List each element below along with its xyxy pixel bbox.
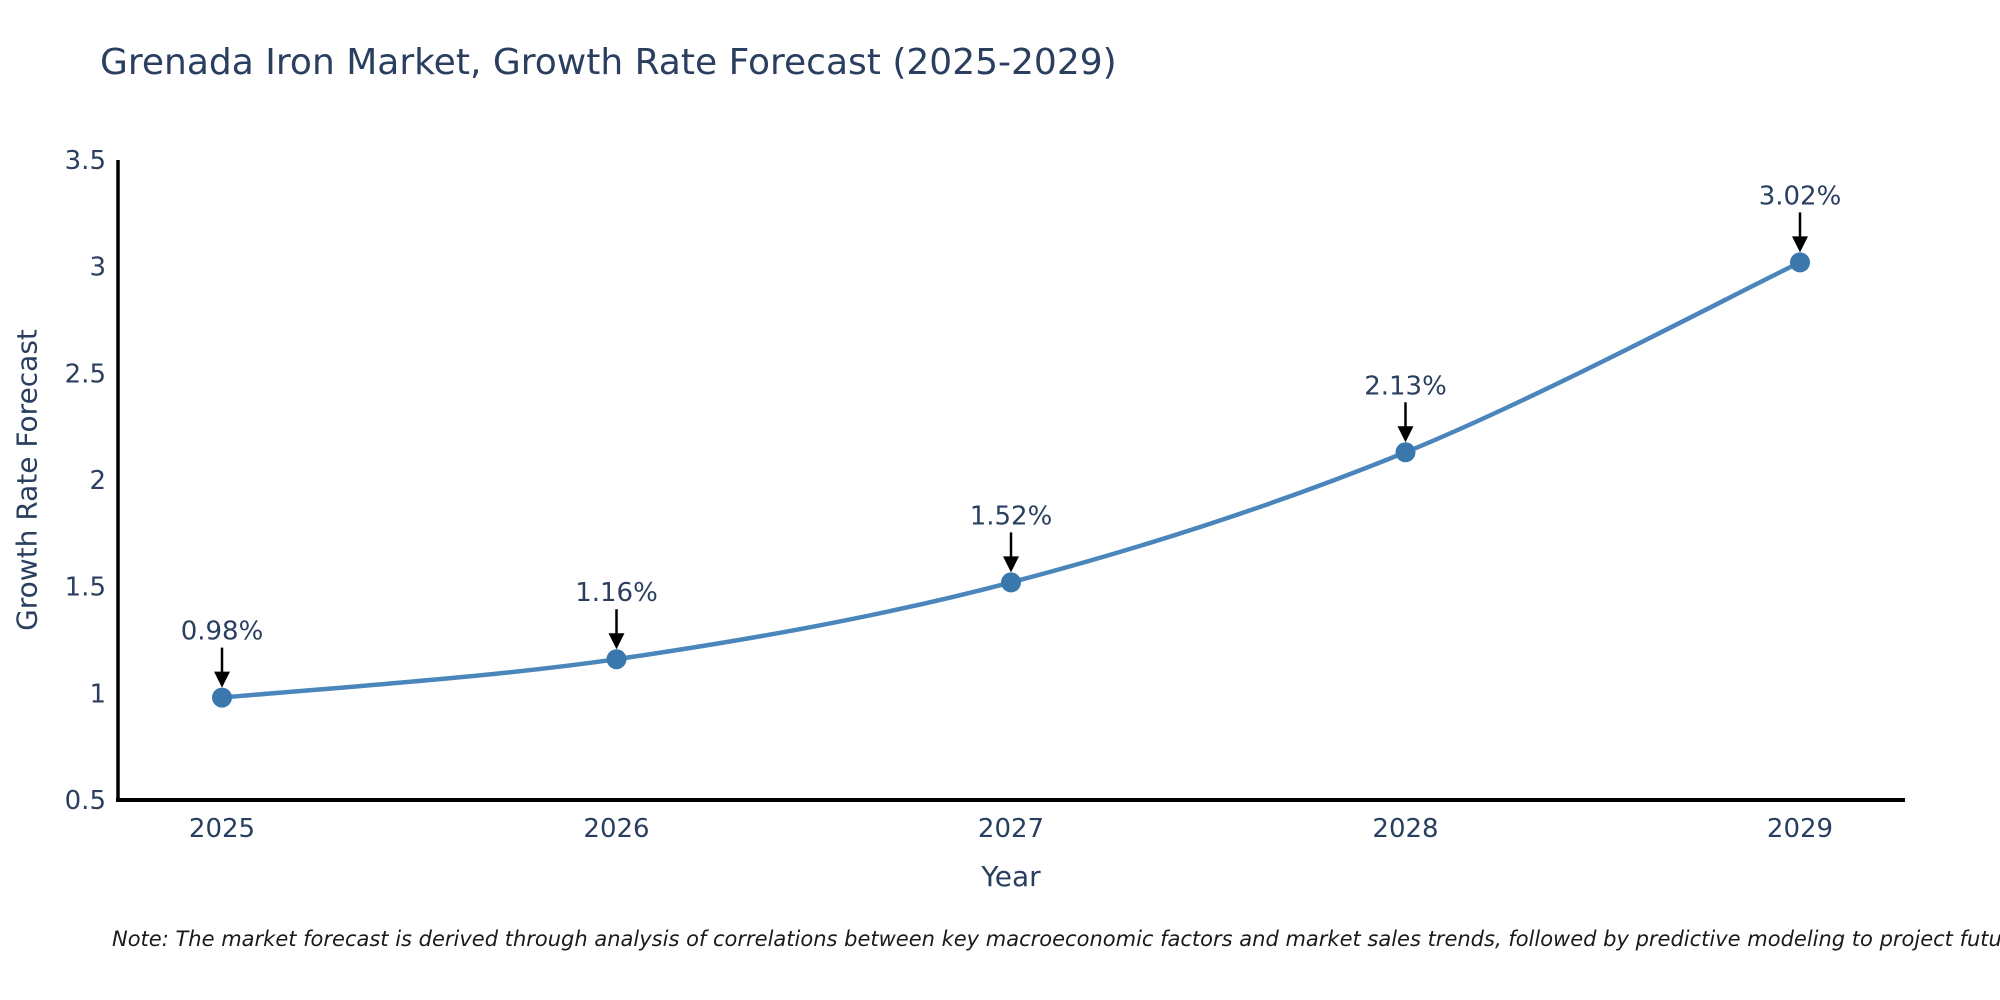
annotation-arrow-head [1792, 236, 1808, 253]
x-tick-label: 2029 [1767, 814, 1833, 844]
y-tick-label: 0.5 [65, 786, 106, 816]
data-point-label: 1.52% [970, 501, 1053, 531]
y-tick-label: 3 [89, 253, 106, 283]
chart-title: Grenada Iron Market, Growth Rate Forecas… [100, 42, 1117, 83]
data-point-marker [1395, 442, 1416, 463]
data-point-label: 0.98% [181, 617, 264, 647]
data-point-marker [1790, 252, 1810, 273]
data-point-marker [606, 649, 627, 670]
x-tick-label: 2025 [189, 814, 255, 844]
forecast-line [219, 260, 1803, 700]
y-tick-label: 3.5 [65, 146, 106, 176]
annotation-arrow-head [608, 633, 625, 650]
y-tick-label: 2 [89, 466, 106, 496]
annotation-arrow-head [214, 671, 230, 688]
x-tick-label: 2027 [978, 814, 1044, 844]
x-axis-title: Year [981, 860, 1041, 893]
data-point-marker [1001, 572, 1021, 593]
y-axis-title: Growth Rate Forecast [10, 329, 44, 631]
annotation-arrow-head [1397, 426, 1414, 443]
data-point-marker [212, 687, 232, 708]
data-point-label: 3.02% [1759, 181, 1842, 211]
annotation-arrow-head [1003, 556, 1019, 573]
footnote-text: Note: The market forecast is derived thr… [112, 927, 2000, 951]
y-tick-label: 1 [89, 679, 106, 709]
x-tick-label: 2028 [1372, 814, 1438, 844]
x-tick-label: 2026 [583, 814, 649, 844]
data-point-label: 1.16% [575, 578, 658, 608]
y-tick-label: 1.5 [65, 573, 106, 603]
data-point-label: 2.13% [1364, 371, 1447, 401]
y-tick-label: 2.5 [65, 359, 106, 389]
